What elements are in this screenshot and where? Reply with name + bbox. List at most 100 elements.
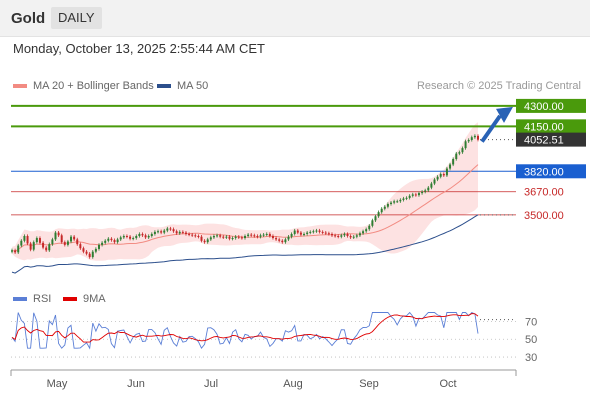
candle-body: [184, 232, 187, 234]
level-label-4300.00: 4300.00: [524, 101, 564, 113]
credit-text: Research © 2025 Trading Central: [416, 80, 581, 92]
x-tick-jul: Jul: [204, 378, 218, 390]
candle-body: [225, 236, 228, 238]
candle-body: [265, 233, 268, 235]
candle-body: [240, 237, 243, 239]
candle-body: [281, 240, 284, 243]
candle-body: [35, 238, 38, 243]
candle-body: [38, 238, 41, 243]
level-label-3500.00: 3500.00: [524, 210, 564, 222]
candle-body: [477, 135, 479, 140]
level-tag-4300.00: [516, 98, 586, 113]
candle-body: [147, 236, 150, 238]
candle-body: [94, 248, 97, 252]
candle-body: [362, 231, 365, 234]
candle-body: [26, 236, 29, 244]
ma20-swatch: [13, 84, 27, 88]
level-label-3820.00: 3820.00: [524, 166, 564, 178]
rsi-tick-50: 50: [525, 334, 537, 346]
candle-body: [231, 238, 234, 240]
candle-body: [175, 231, 178, 234]
candle-body: [377, 212, 380, 217]
candle-body: [200, 236, 203, 241]
candle-body: [212, 236, 215, 238]
candle-body: [73, 236, 76, 240]
candle-body: [197, 236, 200, 237]
candle-body: [346, 233, 349, 236]
candle-body: [259, 235, 262, 237]
rsi-ma-swatch: [63, 297, 77, 301]
candle-body: [104, 240, 107, 243]
candle-body: [390, 202, 393, 204]
candle-body: [188, 233, 191, 235]
candle-body: [436, 176, 439, 180]
candle-body: [85, 251, 88, 254]
candle-body: [371, 220, 374, 226]
rsi-tick-30: 30: [525, 352, 537, 364]
candle-body: [234, 236, 237, 239]
timestamp: Monday, October 13, 2025 2:55:44 AM CET: [13, 41, 265, 56]
level-label-3670.00: 3670.00: [524, 187, 564, 199]
candle-body: [144, 235, 147, 238]
level-tag-4052.51: [516, 132, 586, 147]
candle-body: [405, 197, 408, 199]
candle-body: [296, 230, 299, 233]
candle-body: [427, 187, 430, 191]
candle-body: [76, 239, 79, 245]
candle-body: [299, 232, 302, 235]
candle-body: [166, 228, 169, 231]
candle-body: [330, 233, 333, 236]
candle-body: [157, 231, 160, 233]
candle-body: [411, 194, 414, 196]
candle-body: [250, 234, 253, 236]
candle-body: [45, 247, 48, 251]
candle-body: [70, 236, 73, 242]
header-bar: Gold DAILY: [0, 0, 590, 37]
candle-body: [455, 153, 458, 160]
candle-body: [290, 233, 293, 237]
candle-body: [461, 148, 464, 153]
x-tick-jun: Jun: [127, 378, 145, 390]
candle-body: [135, 236, 138, 239]
candle-body: [402, 198, 405, 200]
level-tag-3820.00: [516, 164, 586, 179]
level-label-4052.51: 4052.51: [524, 135, 564, 147]
candle-body: [315, 230, 318, 232]
candle-body: [203, 240, 206, 243]
candle-body: [178, 231, 181, 234]
rsi-line: [11, 311, 479, 350]
candle-body: [244, 236, 246, 239]
candle-body: [206, 239, 209, 243]
candle-body: [169, 228, 172, 230]
legend-ma50: MA 50: [157, 80, 208, 92]
candle-body: [60, 235, 63, 243]
candle-body: [424, 190, 427, 192]
candle-body: [194, 235, 197, 237]
candle-body: [271, 236, 274, 239]
candle-body: [122, 236, 125, 238]
candle-body: [101, 242, 104, 245]
candle-body: [138, 233, 141, 236]
bollinger-band: [12, 122, 478, 261]
ma50-swatch: [157, 84, 171, 88]
candle-body: [119, 237, 122, 240]
candle-body: [343, 233, 346, 236]
candle-body: [163, 230, 166, 233]
candle-body: [262, 234, 265, 236]
timeframe-button[interactable]: DAILY: [51, 7, 102, 29]
candle-body: [408, 195, 411, 198]
x-tick-oct: Oct: [439, 378, 456, 390]
candle-body: [334, 235, 337, 237]
legend-ma20-label: MA 20 + Bollinger Bands: [33, 80, 154, 92]
candle-body: [365, 229, 368, 232]
candle-body: [284, 239, 287, 243]
candle-body: [97, 244, 100, 249]
candle-body: [399, 199, 402, 202]
legend-ma20: MA 20 + Bollinger Bands: [13, 80, 154, 92]
candle-body: [125, 236, 128, 237]
level-label-4150.00: 4150.00: [524, 121, 564, 133]
candle-body: [368, 225, 371, 230]
rsi-ma-line: [11, 313, 479, 343]
candle-body: [324, 232, 327, 234]
